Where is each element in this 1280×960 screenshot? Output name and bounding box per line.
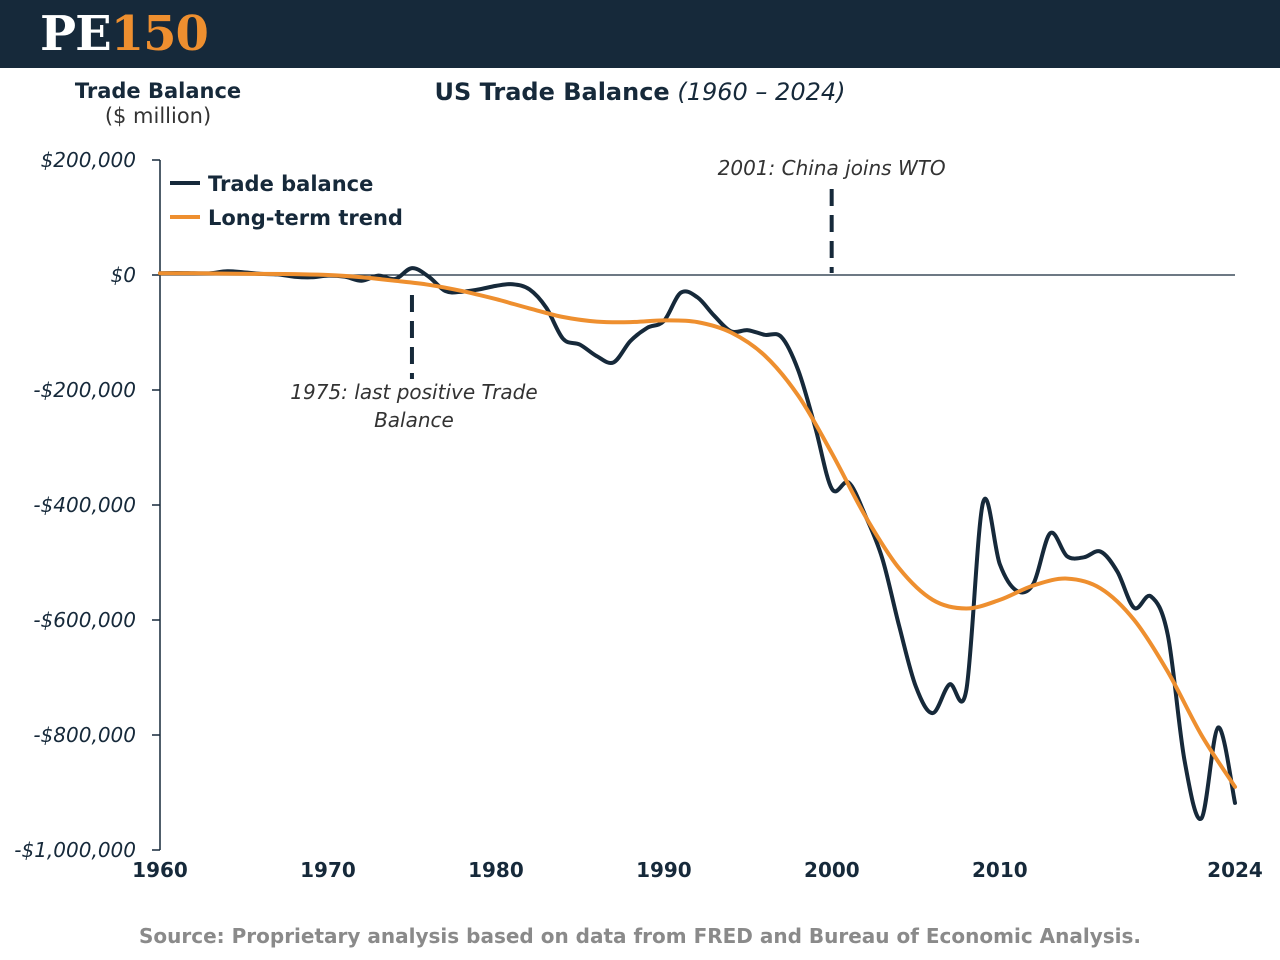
chart-legend: Trade balance Long-term trend <box>170 172 403 230</box>
x-tick-label: 1970 <box>300 858 356 882</box>
annotation-2001-text: 2001: China joins WTO <box>718 156 946 180</box>
y-axis-unit: ($ million) <box>104 104 212 128</box>
x-tick-label: 1980 <box>468 858 524 882</box>
logo-number: 150 <box>110 6 209 62</box>
chart-axes: $200,000 $0 -$200,000 -$400,000 -$600,000 -$8… <box>14 148 1263 882</box>
y-tick-label: -$1,000,000 <box>14 838 136 862</box>
y-tick-label: $200,000 <box>41 148 136 172</box>
legend-label: Trade balance <box>208 172 373 196</box>
long-term-trend-line <box>158 271 1237 789</box>
logo-letters: PE <box>40 6 112 62</box>
y-tick-label: $0 <box>111 263 136 287</box>
y-tick-label: -$200,000 <box>33 378 136 402</box>
x-tick-label: 1960 <box>132 858 188 882</box>
header-bar: PE150 <box>0 0 1280 68</box>
trade-balance-line <box>158 266 1237 821</box>
chart-title-years: (1960 – 2024) <box>677 78 846 106</box>
pe150-logo: PE150 <box>40 6 209 62</box>
y-tick-label: -$600,000 <box>33 608 136 632</box>
chart-title-main: US Trade Balance <box>434 78 670 106</box>
y-axis-title: Trade Balance <box>74 79 242 103</box>
x-tick-label: 1990 <box>636 858 692 882</box>
annotation-1975-text: 1975: last positive Trade <box>290 380 537 404</box>
source-note: Source: Proprietary analysis based on da… <box>138 924 1142 948</box>
y-tick-label: -$400,000 <box>33 493 136 517</box>
y-tick-label: -$800,000 <box>33 723 136 747</box>
x-tick-label: 2010 <box>972 858 1028 882</box>
x-tick-label: 2024 <box>1207 858 1263 882</box>
chart-annotations: 1975: last positive Trade Balance 2001: Ch… <box>290 156 945 432</box>
x-tick-label: 2000 <box>804 858 860 882</box>
legend-label: Long-term trend <box>208 206 403 230</box>
chart-series <box>158 266 1237 821</box>
annotation-1975-text: Balance <box>374 408 454 432</box>
chart-title: US Trade Balance (1960 – 2024) <box>340 77 940 107</box>
